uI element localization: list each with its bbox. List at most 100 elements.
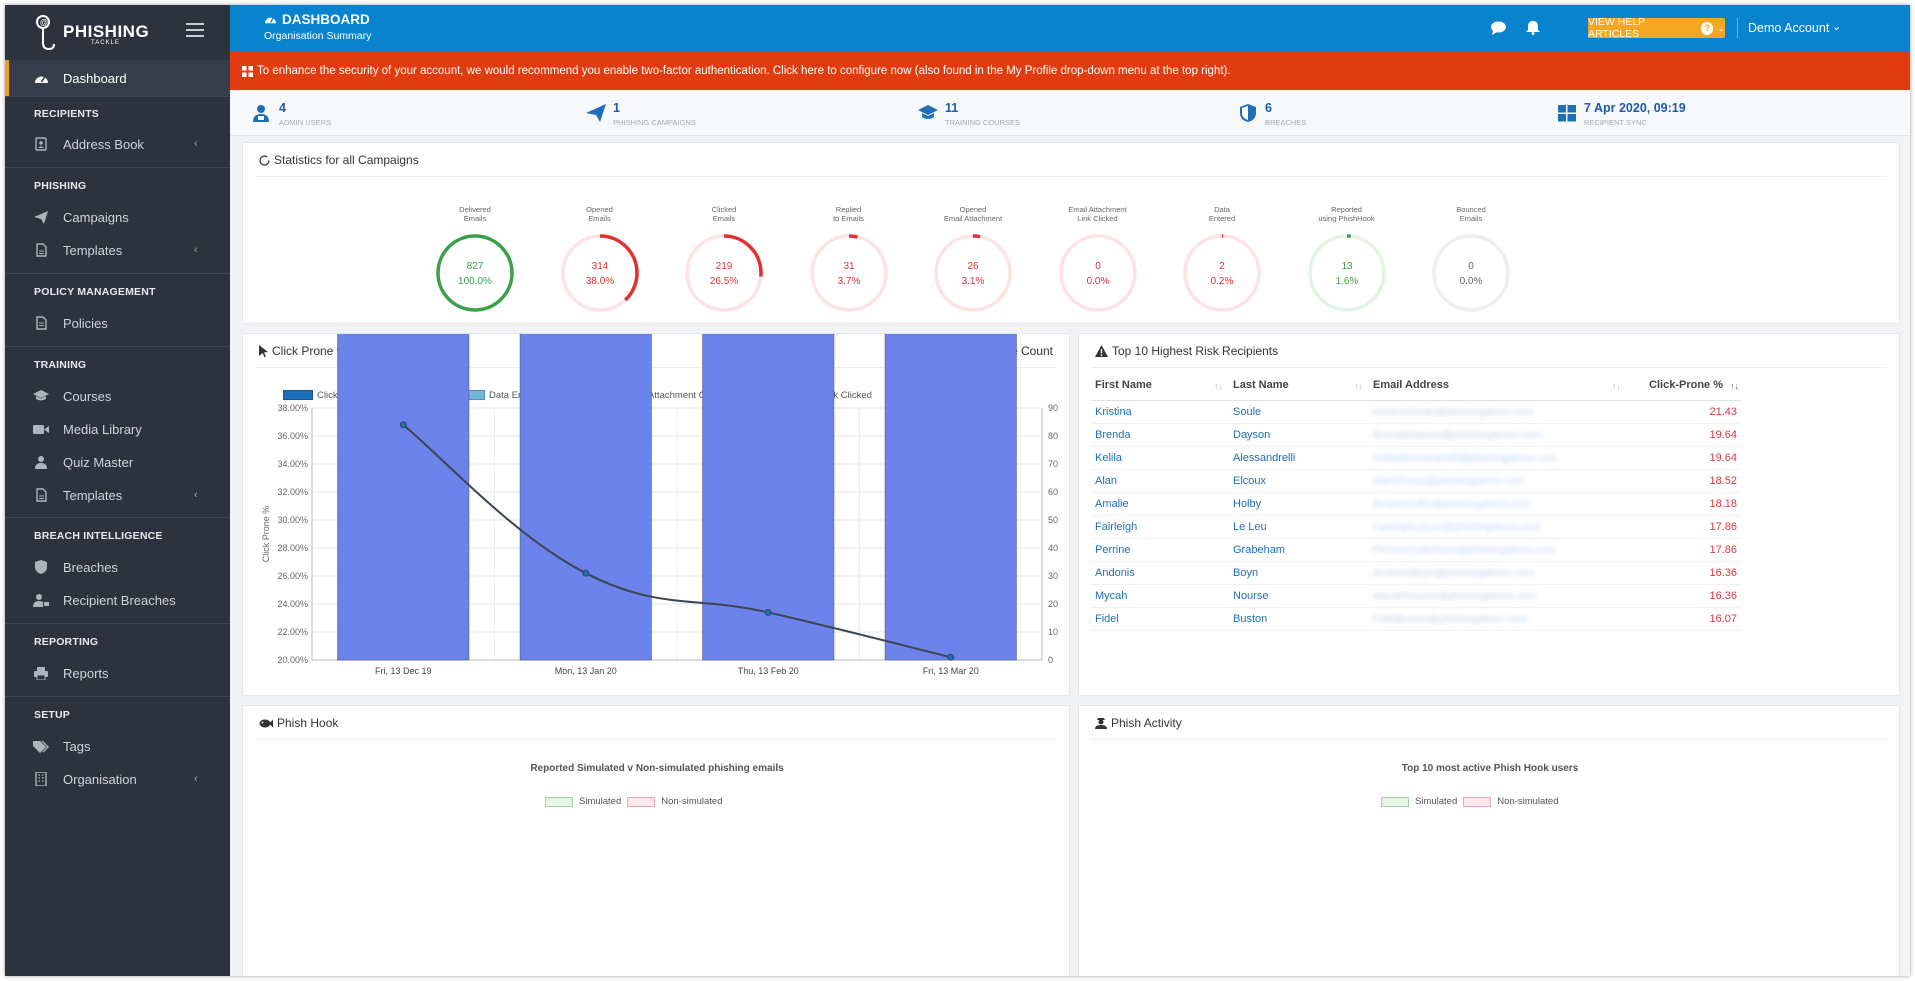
cell-last[interactable]: Soule (1229, 400, 1369, 424)
cell-last[interactable]: Le Leu (1229, 515, 1369, 539)
chat-icon[interactable] (1491, 21, 1506, 35)
card-divider (255, 367, 1057, 368)
app-window: @ PHISHING TACKLE Dashboard RECIPIENTS A… (5, 5, 1910, 976)
table-row[interactable]: Perrine Grabeham PerrineGrabeham@phishingd… (1091, 538, 1741, 562)
cell-first[interactable]: Alan (1091, 469, 1229, 493)
cell-first[interactable]: Andonis (1091, 561, 1229, 585)
sidebar-item-recipient-breaches[interactable]: Recipient Breaches (5, 583, 230, 617)
column-header-first-name[interactable]: First Name ↑↓ (1091, 370, 1229, 401)
column-header-click-prone[interactable]: Click-Prone % ↑↓ (1627, 370, 1741, 401)
cell-first[interactable]: Amalie (1091, 492, 1229, 516)
sidebar-item-dashboard[interactable]: Dashboard (5, 60, 230, 96)
sidebar-item-label: Media Library (63, 421, 142, 437)
sidebar-item-templates-phishing[interactable]: Templates ‹ (5, 233, 230, 267)
donut-stat[interactable]: Bounced Emails 0 0.0% (1431, 205, 1511, 313)
sidebar-item-tags[interactable]: Tags (5, 729, 230, 763)
donut-stat[interactable]: Opened Emails 314 38.0% (560, 205, 640, 313)
sidebar-item-reports[interactable]: Reports (5, 656, 230, 690)
sidebar-item-breaches[interactable]: Breaches (5, 550, 230, 584)
cell-cp: 18.18 (1627, 492, 1741, 516)
bar-segment-clicked[interactable] (337, 334, 470, 661)
donut-label-line: Delivered (459, 205, 491, 214)
cell-last[interactable]: Dayson (1229, 423, 1369, 447)
sidebar-item-media-library[interactable]: Media Library (5, 412, 230, 446)
sidebar-item-campaigns[interactable]: Campaigns (5, 200, 230, 234)
donut-stat[interactable]: Reported using PhishHook 13 1.6% (1307, 205, 1387, 313)
card-title: Top 10 Highest Risk Recipients (1095, 344, 1278, 358)
donut-percent: 3.1% (962, 276, 985, 287)
line-point[interactable] (947, 653, 955, 661)
address-book-icon (32, 136, 50, 152)
sidebar-item-courses[interactable]: Courses (5, 379, 230, 413)
sidebar-item-templates-training[interactable]: Templates ‹ (5, 478, 230, 512)
section-reporting: REPORTING (34, 636, 99, 648)
table-row[interactable]: Amalie Holby AmalieHolby@phishingdemo.com 1… (1091, 492, 1741, 516)
sidebar-item-organisation[interactable]: Organisation ‹ (5, 762, 230, 796)
donut-stat[interactable]: Email Attachment Link Clicked 0 0.0% (1058, 205, 1138, 313)
column-header-email[interactable]: Email Address ↑↓ (1369, 370, 1627, 401)
cell-last[interactable]: Holby (1229, 492, 1369, 516)
top-risk-recipients-card: Top 10 Highest Risk Recipients First Nam… (1078, 333, 1900, 696)
stat-label: BREACHES (1265, 118, 1307, 127)
sort-icon: ↑↓ (1214, 381, 1223, 391)
table-row[interactable]: Fidel Buston FidelBuston@phishingdemo.com 1… (1091, 607, 1741, 631)
cell-last[interactable]: Grabeham (1229, 538, 1369, 562)
hamburger-menu-icon[interactable] (186, 23, 204, 37)
table-header-row: First Name ↑↓ Last Name ↑↓ Email Address ↑↓… (1091, 370, 1741, 401)
bar-segment-clicked[interactable] (884, 334, 1017, 661)
account-menu[interactable]: Demo Account (1748, 21, 1830, 35)
cell-first[interactable]: Perrine (1091, 538, 1229, 562)
table-row[interactable]: Kelila Alessandrelli KelilaAlessandrelli@p… (1091, 446, 1741, 470)
donut-label-line: Entered (1208, 214, 1236, 223)
cell-email: MycahNourse@phishingdemo.com (1369, 584, 1627, 608)
donut-stat[interactable]: Data Entered 2 0.2% (1182, 205, 1262, 313)
cell-last[interactable]: Boyn (1229, 561, 1369, 585)
cell-first[interactable]: Mycah (1091, 584, 1229, 608)
sidebar-item-quiz-master[interactable]: Quiz Master (5, 445, 230, 479)
cell-last[interactable]: Nourse (1229, 584, 1369, 608)
sidebar-item-address-book[interactable]: Address Book ‹ (5, 127, 230, 161)
donut-label: Delivered Emails (435, 205, 515, 227)
sidebar-item-label: Recipient Breaches (63, 592, 176, 608)
two-factor-alert-banner[interactable]: To enhance the security of your account,… (230, 52, 1910, 90)
cell-last[interactable]: Alessandrelli (1229, 446, 1369, 470)
y2-tick-label: 50 (1048, 515, 1058, 525)
cell-last[interactable]: Buston (1229, 607, 1369, 631)
chevron-down-icon[interactable]: ⌄ (1832, 21, 1842, 33)
column-header-last-name[interactable]: Last Name ↑↓ (1229, 370, 1369, 401)
donut-stat[interactable]: Opened Email Attachment 26 3.1% (933, 205, 1013, 313)
sidebar-item-policies[interactable]: Policies (5, 306, 230, 340)
stat-value: 11 (945, 101, 959, 115)
chevron-left-icon: ‹ (194, 244, 198, 256)
table-row[interactable]: Kristina Soule KristinaSoule@phishingdemo.… (1091, 400, 1741, 424)
app-logo[interactable]: @ PHISHING TACKLE (33, 13, 173, 55)
line-point[interactable] (399, 421, 407, 429)
table-row[interactable]: Fairleigh Le Leu FairleighLeLeu@phishingde… (1091, 515, 1741, 539)
table-row[interactable]: Brenda Dayson BrendaDayson@phishingdemo.co… (1091, 423, 1741, 447)
table-row[interactable]: Andonis Boyn AndonisBoyn@phishingdemo.com 1… (1091, 561, 1741, 585)
table-row[interactable]: Mycah Nourse MycahNourse@phishingdemo.com 1… (1091, 584, 1741, 608)
page-title: DASHBOARD (264, 12, 370, 27)
y-tick-label: 36.00% (277, 431, 308, 441)
view-help-articles-button[interactable]: VIEW HELP ARTICLES ? ⌄ (1588, 16, 1725, 40)
table-row[interactable]: Alan Elcoux AlanElcoux@phishingdemo.com 18.… (1091, 469, 1741, 493)
bell-icon[interactable] (1526, 20, 1540, 35)
line-point[interactable] (764, 608, 772, 616)
cell-cp: 16.36 (1627, 584, 1741, 608)
donut-stat[interactable]: Delivered Emails 827 100.0% (435, 205, 515, 313)
cell-last[interactable]: Elcoux (1229, 469, 1369, 493)
sidebar-divider (5, 696, 230, 697)
line-point[interactable] (582, 569, 590, 577)
file-icon (32, 487, 50, 503)
cell-first[interactable]: Brenda (1091, 423, 1229, 447)
cell-first[interactable]: Fidel (1091, 607, 1229, 631)
cell-first[interactable]: Kristina (1091, 400, 1229, 424)
sidebar-divider (5, 273, 230, 274)
cell-first[interactable]: Fairleigh (1091, 515, 1229, 539)
bar-segment-clicked[interactable] (519, 334, 652, 661)
cell-first[interactable]: Kelila (1091, 446, 1229, 470)
donut-stat[interactable]: Clicked Emails 219 26.5% (684, 205, 764, 313)
cell-email: AndonisBoyn@phishingdemo.com (1369, 561, 1627, 585)
legend-label-non-simulated: Non-simulated (1497, 796, 1559, 807)
donut-stat[interactable]: Replied to Emails 31 3.7% (809, 205, 889, 313)
